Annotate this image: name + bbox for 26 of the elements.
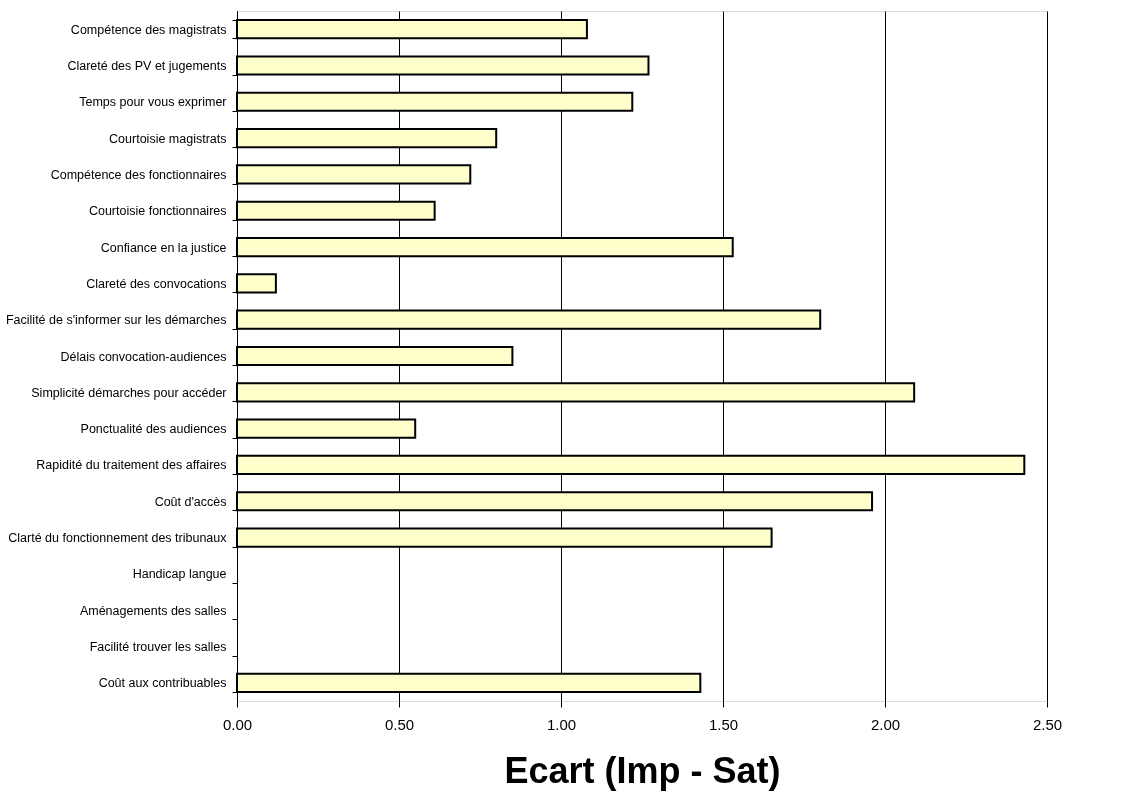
x-tick-label: 2.50: [1032, 715, 1063, 733]
x-tick-label: 1.00: [546, 715, 577, 733]
y-tick-label: Coût aux contribuables: [98, 676, 227, 691]
y-tick-label: Compétence des fonctionnaires: [50, 167, 227, 182]
y-tick-label: Facilité trouver les salles: [89, 640, 227, 655]
y-tick-label: Courtoisie fonctionnaires: [88, 204, 227, 219]
y-tick-label: Simplicité démarches pour accéder: [31, 385, 227, 400]
y-tick-label: Temps pour vous exprimer: [79, 95, 227, 110]
y-tick-label: Compétence des magistrats: [70, 22, 227, 37]
x-tick-label: 1.50: [708, 715, 739, 733]
y-tick-label: Coût d'accès: [154, 494, 227, 509]
y-tick-label: Confiance en la justice: [100, 240, 227, 255]
y-tick-label: Clareté des PV et jugements: [67, 58, 227, 73]
x-tick-label: 0.00: [222, 715, 253, 733]
y-tick-label: Rapidité du traitement des affaires: [36, 458, 227, 473]
y-tick-label: Clareté des convocations: [86, 276, 227, 291]
y-tick-label: Handicap langue: [132, 567, 227, 582]
x-tick-label: 2.00: [870, 715, 901, 733]
y-tick-label: Aménagements des salles: [79, 603, 227, 618]
y-tick-label: Délais convocation-audiences: [60, 349, 227, 364]
x-tick-label: 0.50: [384, 715, 415, 733]
y-tick-label: Clarté du fonctionnement des tribunaux: [8, 531, 228, 546]
y-tick-label: Courtoisie magistrats: [109, 131, 227, 146]
y-tick-label: Ponctualité des audiences: [80, 422, 227, 437]
x-axis-title: Ecart (Imp - Sat): [504, 749, 781, 791]
y-tick-label: Facilité de s'informer sur les démarches: [5, 313, 227, 328]
